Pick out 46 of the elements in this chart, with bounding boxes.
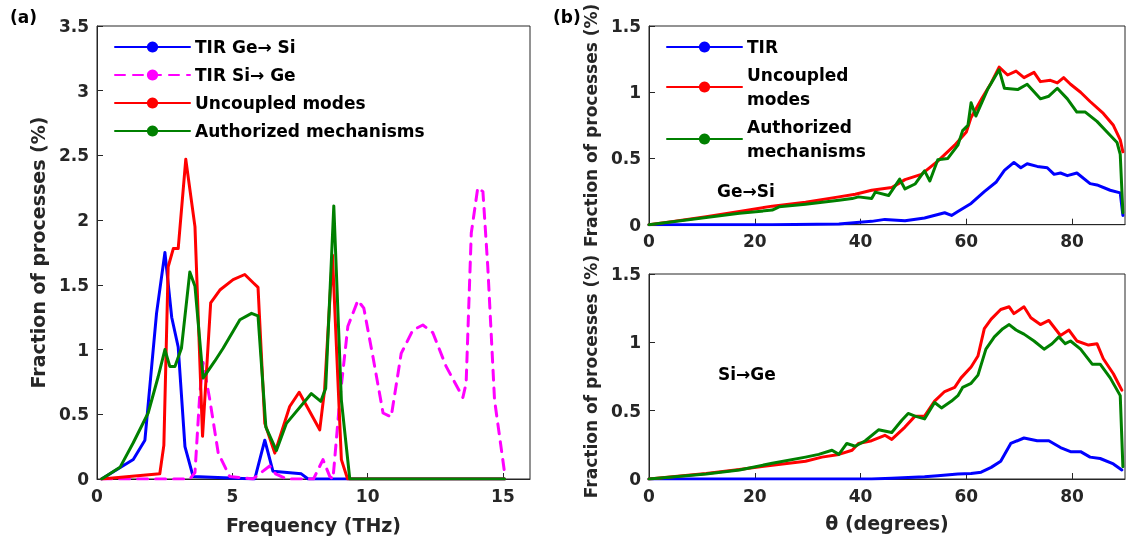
x-tick-label: 80 xyxy=(1060,485,1085,506)
y-tick-label: 1 xyxy=(629,82,641,103)
y-axis-title: Fraction of processes (%) xyxy=(26,116,49,389)
y-tick-label: 3 xyxy=(77,80,89,101)
y-tick-label: 1.5 xyxy=(610,264,641,284)
legend-label: Authorized mechanisms xyxy=(195,121,425,141)
x-tick-label: 0 xyxy=(91,485,104,506)
legend-label: Uncoupled modes xyxy=(195,93,366,113)
y-axis-title: Fraction of processes (%) xyxy=(580,254,601,499)
y-axis-title: Fraction of processes (%) xyxy=(580,3,601,247)
y-tick-label: 1.5 xyxy=(58,274,89,295)
y-tick-label: 1.5 xyxy=(610,16,641,36)
y-tick-label: 0.5 xyxy=(610,400,641,421)
legend-label: TIR Si→ Ge xyxy=(195,65,296,85)
x-tick-label: 80 xyxy=(1060,231,1085,252)
y-tick-label: 2.5 xyxy=(58,145,89,166)
x-tick-label: 20 xyxy=(742,485,767,506)
text: (b) xyxy=(553,6,581,27)
x-axis-title: Frequency (THz) xyxy=(225,513,402,536)
y-tick-label: 3.5 xyxy=(58,16,89,36)
x-axis-title: θ (degrees) xyxy=(825,511,949,534)
x-tick-label: 60 xyxy=(954,485,979,506)
legend-label: Authorized mechanisms xyxy=(747,117,866,161)
x-tick-label: 40 xyxy=(848,485,873,506)
y-tick-label: 0 xyxy=(77,469,90,489)
annotation: Si→Ge xyxy=(718,363,776,384)
y-tick-label: 0 xyxy=(629,469,642,489)
y-tick-label: 2 xyxy=(77,210,89,231)
y-tick-label: 0 xyxy=(629,214,642,235)
x-tick-label: 20 xyxy=(742,231,767,252)
x-tick-label: 10 xyxy=(355,485,380,506)
x-tick-label: 5 xyxy=(226,485,239,506)
x-tick-label: 60 xyxy=(954,231,979,252)
x-tick-label: 15 xyxy=(491,485,515,506)
y-tick-label: 0.5 xyxy=(58,404,89,425)
y-tick-label: 0.5 xyxy=(610,148,641,169)
x-tick-label: 0 xyxy=(643,231,656,252)
legend-label: Uncoupled modes xyxy=(747,65,855,109)
x-tick-label: 40 xyxy=(848,231,873,252)
y-tick-label: 1 xyxy=(77,339,89,360)
text: (a) xyxy=(10,6,38,27)
y-tick-label: 1 xyxy=(629,332,641,353)
x-tick-label: 0 xyxy=(643,485,656,506)
legend-label: TIR xyxy=(747,37,779,57)
annotation: Ge→Si xyxy=(717,180,775,201)
legend-label: TIR Ge→ Si xyxy=(195,37,296,57)
